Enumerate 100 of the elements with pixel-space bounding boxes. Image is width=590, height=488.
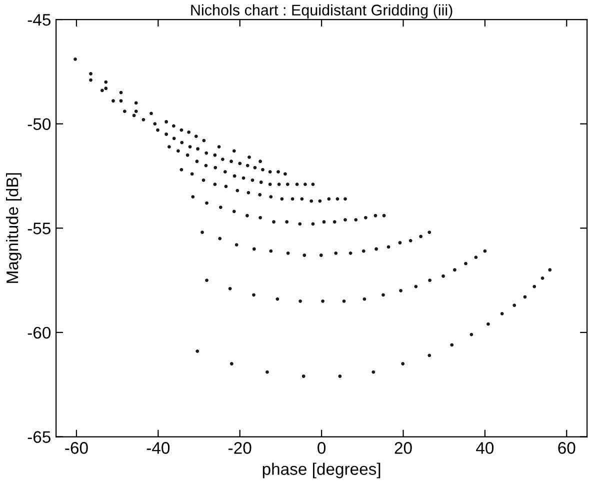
point [321, 299, 324, 303]
point [156, 128, 160, 132]
point [176, 149, 180, 153]
point [246, 214, 249, 218]
y-tick-label: -65 [28, 431, 50, 443]
point [286, 182, 290, 186]
y-tick-label: -45 [28, 14, 50, 26]
point [188, 145, 192, 148]
point [285, 220, 289, 224]
point [399, 289, 402, 292]
point [200, 230, 204, 234]
point [250, 178, 254, 182]
point [232, 149, 236, 153]
point [344, 197, 347, 201]
point [213, 153, 217, 157]
point [195, 160, 199, 164]
point [283, 172, 287, 176]
point [512, 304, 516, 308]
point [246, 164, 250, 168]
y-tick-label: -60 [28, 326, 51, 339]
y-axis-title: Magnitude [dB] [6, 173, 22, 283]
point [234, 243, 238, 247]
x-tick-label: 60 [558, 442, 576, 454]
point [258, 193, 262, 196]
point [89, 72, 92, 76]
point [302, 374, 306, 378]
point [310, 199, 314, 203]
point [280, 197, 284, 201]
point [100, 88, 104, 92]
x-tick-label: -40 [146, 442, 170, 454]
point [419, 234, 423, 238]
point [338, 374, 342, 378]
point [272, 220, 276, 224]
point [204, 164, 208, 168]
point [202, 178, 206, 182]
point [300, 197, 304, 201]
point [428, 278, 432, 282]
point [540, 276, 544, 280]
point [266, 370, 269, 374]
point [548, 268, 552, 272]
point [142, 118, 146, 122]
point [374, 214, 378, 218]
point [500, 312, 504, 316]
point [258, 216, 262, 220]
point [311, 182, 315, 186]
point [119, 99, 123, 103]
point [474, 256, 478, 260]
point [214, 166, 218, 170]
point [298, 299, 302, 303]
point [382, 214, 386, 218]
point [486, 322, 490, 326]
point [186, 153, 190, 157]
point [304, 182, 307, 186]
point [374, 247, 378, 251]
point [252, 293, 256, 297]
point [483, 249, 487, 253]
point [354, 218, 358, 222]
point [230, 362, 234, 366]
point [112, 99, 115, 103]
point [221, 158, 224, 161]
point [532, 284, 536, 288]
point [232, 210, 236, 214]
point [450, 343, 454, 347]
point [453, 268, 456, 272]
y-tick-label: -55 [28, 222, 50, 234]
point [464, 262, 468, 266]
point [322, 220, 326, 224]
point [218, 236, 222, 240]
chart-title: Nichols chart : Equidistant Gridding (iii) [191, 4, 452, 19]
point [382, 293, 385, 297]
point [236, 188, 240, 192]
x-tick-label: 40 [476, 442, 494, 454]
point [290, 197, 294, 201]
point [442, 274, 445, 278]
point [252, 247, 256, 251]
x-tick-label: 20 [394, 442, 412, 454]
point [224, 184, 228, 188]
point [164, 120, 168, 124]
point [196, 147, 200, 151]
point [246, 190, 250, 194]
point [205, 201, 208, 205]
point [180, 140, 184, 144]
point [104, 80, 108, 84]
point [167, 145, 171, 148]
point [223, 170, 227, 174]
point [342, 299, 346, 303]
point [364, 216, 368, 220]
point [164, 132, 168, 136]
point [428, 230, 432, 234]
point [295, 182, 299, 186]
point [89, 78, 92, 82]
point [150, 112, 153, 116]
point [134, 101, 138, 105]
x-tick-label: 0 [318, 442, 326, 454]
point [348, 251, 352, 255]
point [218, 206, 222, 209]
point [172, 136, 176, 140]
point [238, 162, 242, 166]
point [205, 278, 208, 282]
point [276, 297, 280, 301]
